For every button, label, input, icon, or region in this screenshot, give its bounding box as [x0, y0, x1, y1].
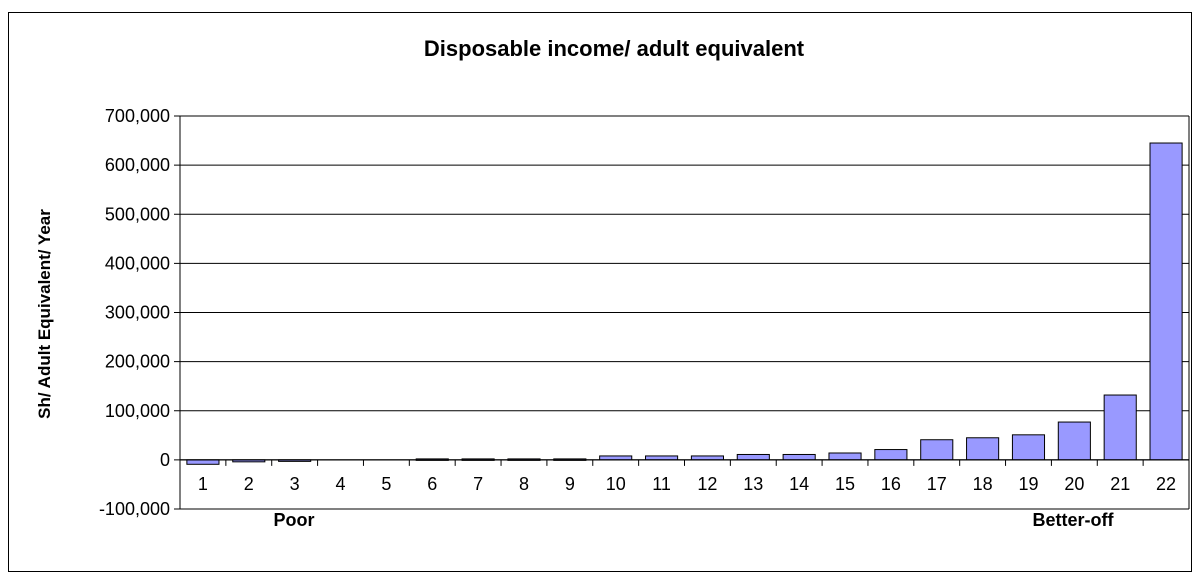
bar-16	[874, 449, 908, 461]
bar-17	[920, 439, 954, 461]
bar-20	[1057, 421, 1091, 461]
y-tick-label: -100,000	[99, 499, 170, 519]
x-tick-label: 7	[473, 474, 483, 494]
y-tick-label: 400,000	[105, 253, 170, 273]
x-tick-label: 13	[743, 474, 763, 494]
x-tick-labels: 1 2 3 4 5 6 7 8 9 10 11 12 13 14 15 16 17 18 19 20 21 22	[198, 474, 1176, 494]
x-tick-label: 5	[381, 474, 391, 494]
annotation-better-off: Better-off	[1033, 510, 1115, 530]
y-tick-label: 500,000	[105, 204, 170, 224]
chart-frame	[8, 12, 1192, 572]
axes	[174, 115, 1190, 510]
y-tick-label: 0	[160, 450, 170, 470]
y-tick-label: 600,000	[105, 155, 170, 175]
x-tick-label: 6	[427, 474, 437, 494]
x-tick-label: 21	[1110, 474, 1130, 494]
x-tick-label: 10	[606, 474, 626, 494]
x-tick-label: 18	[973, 474, 993, 494]
x-tick-label: 3	[290, 474, 300, 494]
y-tick-label: 200,000	[105, 352, 170, 372]
bars	[186, 142, 1183, 465]
x-tick-label: 2	[244, 474, 254, 494]
chart-title: Disposable income/ adult equivalent	[424, 36, 805, 61]
bar-21	[1103, 394, 1137, 461]
x-tick-label: 15	[835, 474, 855, 494]
x-tick-label: 11	[652, 474, 671, 494]
y-tick-label: 100,000	[105, 401, 170, 421]
x-tick-label: 17	[927, 474, 947, 494]
bar-13	[736, 453, 770, 461]
bar-15	[828, 452, 862, 461]
x-tick-label: 14	[789, 474, 809, 494]
gridlines	[180, 115, 1189, 510]
x-tick-label: 12	[697, 474, 717, 494]
x-tick-label: 20	[1064, 474, 1084, 494]
bar-18	[966, 437, 1000, 461]
x-tick-label: 22	[1156, 474, 1176, 494]
y-tick-labels: 700,000 600,000 500,000 400,000 300,000 200,0…	[99, 106, 170, 519]
y-axis-label: Sh/ Adult Equivalent/ Year	[35, 209, 54, 419]
x-tick-label: 4	[336, 474, 346, 494]
x-tick-label: 19	[1018, 474, 1038, 494]
bar-1	[186, 459, 220, 465]
bar-22	[1149, 142, 1183, 461]
x-tick-label: 9	[565, 474, 575, 494]
x-tick-label: 16	[881, 474, 901, 494]
x-tick-label: 8	[519, 474, 529, 494]
bar-14	[782, 453, 816, 461]
bar-19	[1011, 434, 1046, 461]
y-tick-label: 300,000	[105, 303, 170, 323]
x-tick-label: 1	[198, 474, 208, 494]
y-tick-label: 700,000	[105, 106, 170, 126]
annotation-poor: Poor	[273, 510, 314, 530]
